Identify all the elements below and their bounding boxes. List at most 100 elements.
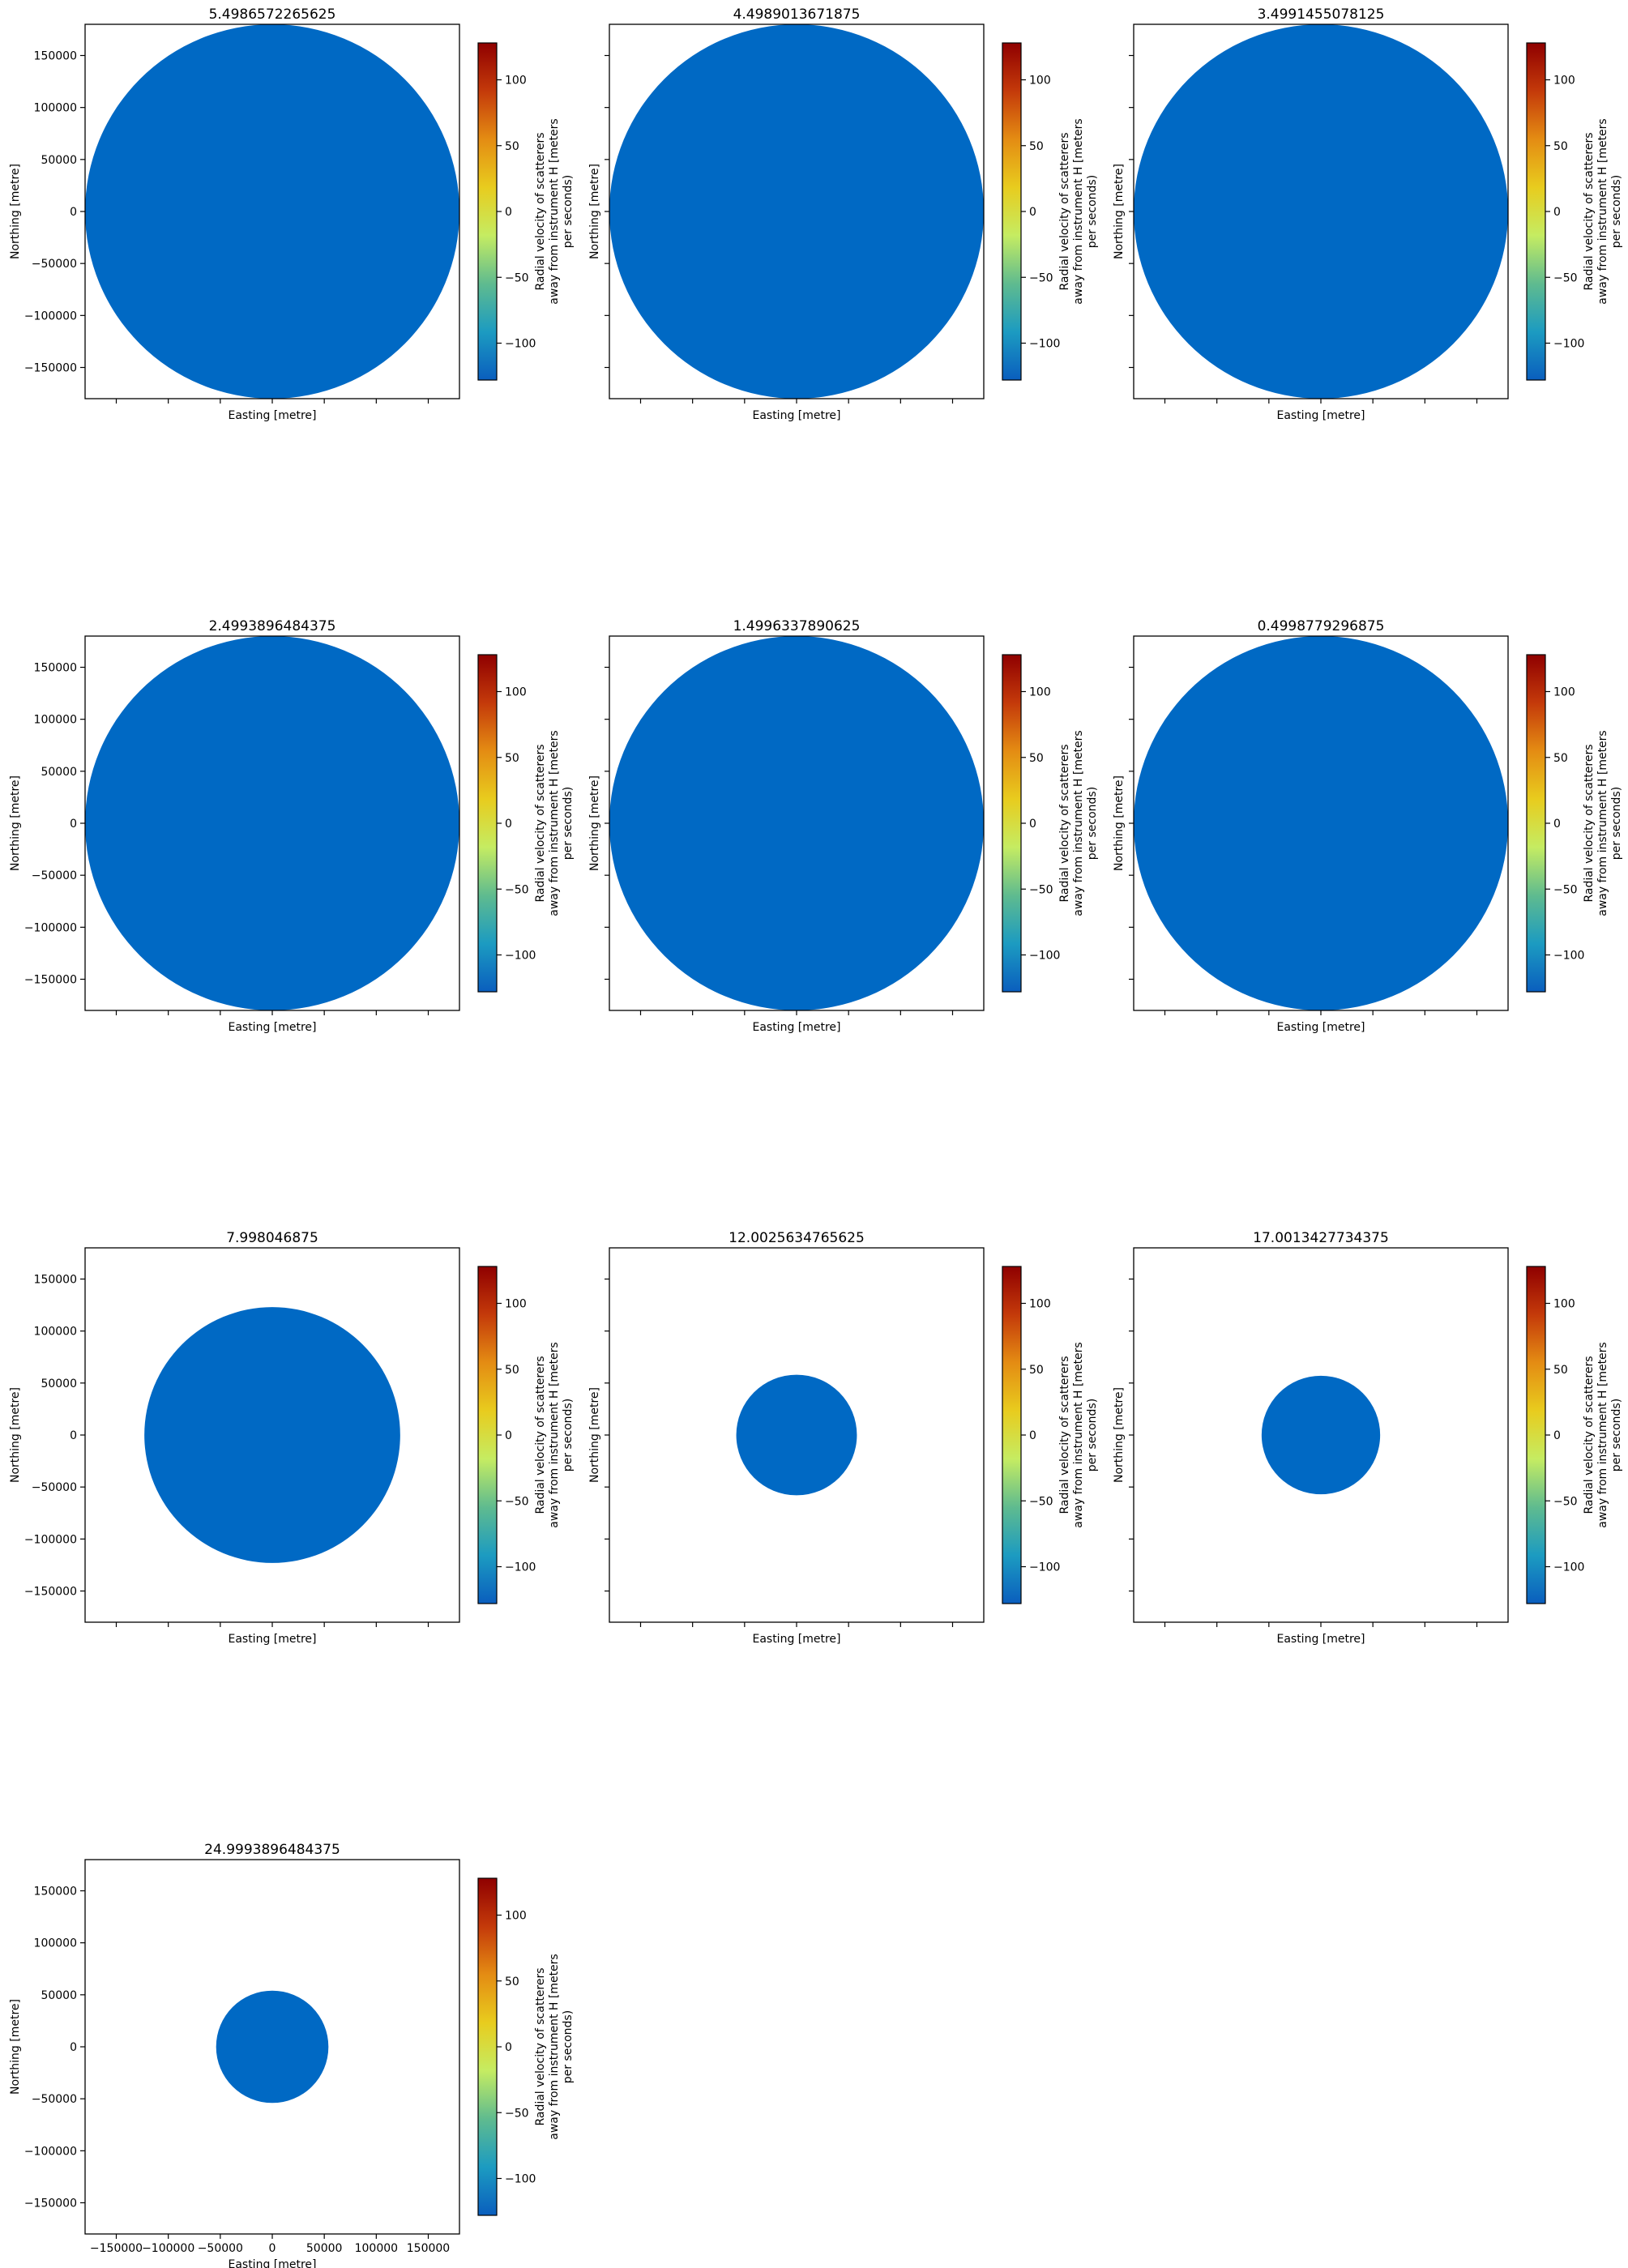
colorbar-label-line: Radial velocity of scatterers	[534, 744, 547, 902]
colorbar-label-line: per seconds)	[1086, 1399, 1099, 1471]
colorbar-label: Radial velocity of scatterersaway from i…	[1058, 1342, 1099, 1527]
radar-coverage-disc	[1134, 24, 1508, 399]
colorbar-tick-label: −50	[1553, 271, 1578, 284]
x-tick-label: 0	[269, 2242, 276, 2255]
y-tick-label: 50000	[41, 154, 77, 167]
subplot-6: 0.4998779296875 Easting [metre] Northing […	[1113, 618, 1623, 1034]
radar-coverage-disc	[736, 1374, 857, 1496]
colorbar-tick-label: 50	[1553, 1364, 1568, 1377]
y-tick-label: 50000	[41, 1989, 77, 2002]
colorbar-tick-label: −50	[505, 883, 529, 896]
colorbar-tick-label: −100	[1553, 1561, 1584, 1574]
colorbar-tick-label: 100	[1553, 1298, 1575, 1311]
colorbar-tick-label: 50	[505, 752, 519, 765]
subplot-2: 4.4989013671875 Easting [metre] Northing […	[588, 6, 1099, 422]
colorbar-label-line: Radial velocity of scatterers	[534, 1967, 547, 2125]
colorbar-label-line: away from instrument H [meters	[1596, 730, 1609, 916]
y-tick-label: −50000	[32, 258, 77, 271]
y-tick-label: 0	[70, 206, 77, 219]
colorbar-label-line: away from instrument H [meters	[1072, 730, 1085, 916]
x-axis-label: Easting [metre]	[1276, 409, 1365, 422]
colorbar-tick-label: 50	[1029, 1364, 1044, 1377]
colorbar	[1002, 655, 1021, 992]
colorbar-label-line: per seconds)	[562, 2010, 575, 2083]
x-tick-label: −100000	[142, 2242, 194, 2255]
colorbar-tick-label: 50	[1029, 140, 1044, 153]
y-tick-label: −50000	[32, 2093, 77, 2106]
colorbar-tick-label: 50	[1553, 752, 1568, 765]
y-tick-label: 100000	[34, 1937, 77, 1950]
y-tick-label: 150000	[34, 1886, 77, 1899]
colorbar-label: Radial velocity of scatterersaway from i…	[534, 1342, 575, 1527]
colorbar-label-line: Radial velocity of scatterers	[534, 132, 547, 290]
x-axis-label: Easting [metre]	[228, 2258, 316, 2268]
subplot-title: 1.4996337890625	[733, 618, 861, 634]
colorbar	[1527, 655, 1545, 992]
x-axis-label: Easting [metre]	[228, 1021, 316, 1034]
colorbar	[1002, 1266, 1021, 1604]
colorbar-label: Radial velocity of scatterersaway from i…	[1058, 730, 1099, 916]
colorbar-label-line: away from instrument H [meters	[1072, 118, 1085, 304]
colorbar-label: Radial velocity of scatterersaway from i…	[534, 1954, 575, 2139]
colorbar-label-line: per seconds)	[562, 175, 575, 248]
y-tick-label: −150000	[24, 2198, 77, 2210]
y-axis-label: Northing [metre]	[588, 1387, 601, 1483]
x-axis-label: Easting [metre]	[752, 1021, 840, 1034]
radar-coverage-disc	[1134, 636, 1508, 1010]
y-axis-label: Northing [metre]	[588, 775, 601, 871]
colorbar-tick-label: 0	[1029, 206, 1036, 219]
y-tick-label: −50000	[32, 1481, 77, 1494]
colorbar-label-line: per seconds)	[1086, 175, 1099, 248]
x-axis-label: Easting [metre]	[1276, 1021, 1365, 1034]
colorbar	[1527, 43, 1545, 380]
colorbar-label-line: Radial velocity of scatterers	[1058, 132, 1071, 290]
colorbar-tick-label: 100	[505, 75, 527, 88]
colorbar-tick-label: −50	[1553, 1495, 1578, 1508]
subplot-title: 3.4991455078125	[1258, 6, 1385, 23]
colorbar-tick-label: −50	[1029, 883, 1053, 896]
subplot-title: 24.9993896484375	[204, 1842, 340, 1858]
colorbar-label-line: away from instrument H [meters	[548, 1954, 561, 2139]
x-axis-label: Easting [metre]	[752, 409, 840, 422]
colorbar-label-line: away from instrument H [meters	[1072, 1342, 1085, 1527]
colorbar	[1002, 43, 1021, 380]
y-tick-label: −100000	[24, 1533, 77, 1546]
colorbar-label-line: per seconds)	[1610, 787, 1623, 860]
y-tick-label: −150000	[24, 974, 77, 987]
y-tick-label: 150000	[34, 662, 77, 675]
subplot-title: 0.4998779296875	[1258, 618, 1385, 634]
subplot-4: 2.4993896484375 150000 100000 50000 0 −50000 −…	[9, 618, 575, 1034]
y-axis-label: Northing [metre]	[9, 1999, 22, 2095]
y-axis-label: Northing [metre]	[9, 1387, 22, 1483]
subplot-title: 7.998046875	[226, 1230, 318, 1246]
y-tick-label: −150000	[24, 362, 77, 375]
colorbar-tick-label: −100	[1029, 338, 1060, 351]
subplot-title: 4.4989013671875	[733, 6, 861, 23]
x-tick-label: −50000	[198, 2242, 243, 2255]
y-tick-label: 0	[70, 2041, 77, 2054]
colorbar-tick-label: 50	[505, 140, 519, 153]
subplot-title: 12.0025634765625	[729, 1230, 865, 1246]
colorbar-tick-label: 0	[505, 1429, 512, 1442]
x-tick-label: −150000	[90, 2242, 143, 2255]
colorbar-tick-label: 50	[1553, 140, 1568, 153]
radar-coverage-disc	[144, 1307, 400, 1563]
colorbar-tick-label: −100	[505, 950, 536, 963]
colorbar-tick-label: 100	[1553, 75, 1575, 88]
colorbar-tick-label: −100	[1029, 1561, 1060, 1574]
subplot-1: 5.4986572265625 150000 100000 50000 0 −50000 −…	[9, 6, 575, 422]
colorbar-label-line: Radial velocity of scatterers	[1583, 1356, 1596, 1514]
colorbar-label-line: Radial velocity of scatterers	[1583, 744, 1596, 902]
y-tick-label: 50000	[41, 766, 77, 779]
colorbar-tick-label: 50	[1029, 752, 1044, 765]
y-tick-label: −100000	[24, 310, 77, 322]
colorbar	[478, 43, 497, 380]
colorbar-label-line: away from instrument H [meters	[548, 118, 561, 304]
colorbar-label-line: away from instrument H [meters	[1596, 1342, 1609, 1527]
colorbar-tick-label: 100	[1553, 686, 1575, 699]
y-tick-label: −50000	[32, 869, 77, 882]
subplot-title: 17.0013427734375	[1253, 1230, 1389, 1246]
colorbar-tick-label: 50	[505, 1364, 519, 1377]
y-axis-label: Northing [metre]	[9, 164, 22, 259]
colorbar-label-line: per seconds)	[562, 1399, 575, 1471]
